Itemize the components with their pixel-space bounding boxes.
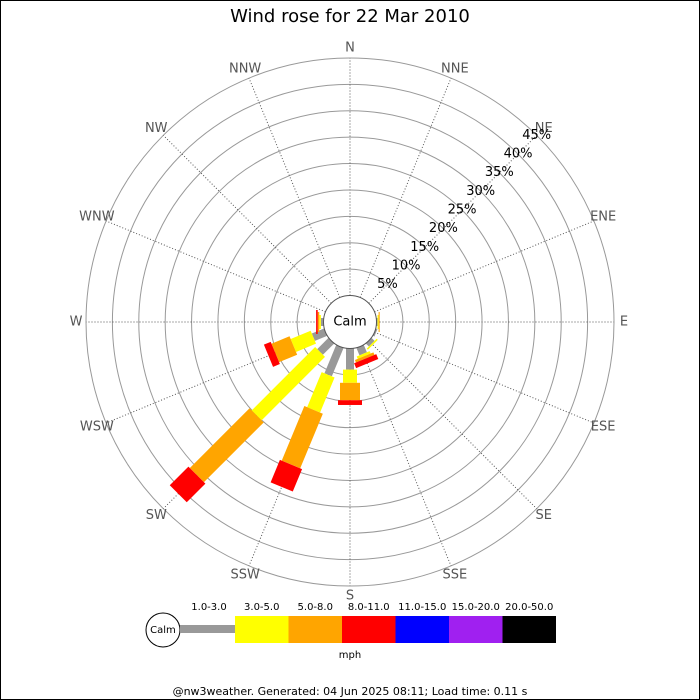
bar-segment [271, 336, 298, 363]
calm-circle [323, 295, 377, 349]
legend-swatch [180, 625, 235, 633]
direction-label: SSE [442, 568, 467, 583]
legend-label: 11.0-15.0 [398, 602, 446, 613]
spoke [374, 220, 595, 313]
bar-segment [281, 406, 323, 469]
chart-title: Wind rose for 22 Mar 2010 [230, 6, 470, 27]
direction-label: NNW [229, 61, 261, 76]
direction-label: SE [536, 508, 552, 523]
grid-ring [138, 110, 562, 534]
direction-label: W [70, 315, 83, 330]
direction-label: WSW [80, 419, 114, 434]
bar-segment [366, 338, 378, 350]
bar-segment [263, 341, 280, 367]
spoke [359, 346, 452, 567]
bar-segment [356, 344, 367, 356]
footer: @nw3weather. Generated: 04 Jun 2025 08:1… [173, 685, 528, 698]
direction-label: WNW [79, 210, 115, 225]
legend-swatch [395, 616, 449, 643]
grid-ring [243, 215, 457, 429]
bar-segment [365, 337, 375, 347]
bar-segment [290, 330, 317, 352]
direction-label: ESE [591, 419, 616, 434]
r-tick-label: 25% [448, 202, 477, 217]
bar-segment [319, 315, 321, 329]
bar-segment [346, 348, 354, 370]
bar-segment [189, 408, 264, 483]
direction-label: NE [535, 121, 553, 136]
bar-segment [251, 346, 326, 421]
legend-swatch [342, 616, 396, 643]
legend-label: 20.0-50.0 [505, 602, 553, 613]
r-tick-label: 15% [410, 240, 439, 255]
r-tick-label: 45% [522, 128, 551, 143]
legend-swatch [502, 616, 556, 643]
bar-segment [343, 369, 357, 383]
legend-swatch [288, 616, 342, 643]
legend-label: 15.0-20.0 [452, 602, 500, 613]
bar-segment [354, 352, 375, 363]
bar-segment [317, 312, 320, 332]
grid-ring [111, 83, 589, 561]
spoke [368, 134, 538, 304]
bar-segment [372, 328, 378, 337]
bar-segment [270, 459, 303, 492]
r-tick-label: 5% [377, 277, 398, 292]
bar-segment [317, 337, 335, 355]
spoke [359, 77, 452, 298]
bar-segment [377, 315, 379, 329]
direction-label: NNE [441, 61, 469, 76]
bar-segment [316, 310, 318, 334]
r-tick-label: 20% [429, 221, 458, 236]
direction-label: N [345, 41, 355, 56]
r-tick-label: 35% [485, 165, 514, 180]
bar-segment [338, 400, 362, 405]
grid-ring [164, 136, 536, 508]
direction-label: S [346, 589, 354, 604]
direction-label: SW [146, 508, 167, 523]
spoke [368, 340, 538, 510]
bar-segment [378, 312, 380, 332]
r-tick-label: 40% [504, 146, 533, 161]
legend-label: 8.0-11.0 [348, 602, 390, 613]
bar-segment [356, 351, 371, 359]
spoke [162, 134, 332, 304]
spoke [374, 331, 595, 424]
grid-ring [191, 163, 509, 481]
r-tick-label: 10% [392, 258, 421, 273]
bar-segment [354, 354, 379, 369]
bar-segment [169, 466, 206, 503]
legend-label: 1.0-3.0 [191, 602, 226, 613]
direction-label: E [620, 315, 628, 330]
bar-segment [324, 344, 344, 377]
direction-label: ENE [590, 210, 616, 225]
direction-label: NW [145, 121, 168, 136]
legend-calm-label: Calm [150, 625, 176, 636]
bar-segment [320, 318, 324, 326]
legend-label: 3.0-5.0 [244, 602, 279, 613]
legend-swatch [449, 616, 503, 643]
bar-segment [311, 328, 328, 341]
legend-swatch [235, 616, 289, 643]
r-tick-label: 30% [466, 184, 495, 199]
bar-segment [307, 372, 335, 413]
legend-unit: mph [339, 650, 361, 661]
calm-label: Calm [333, 315, 366, 330]
bar-segment [340, 382, 360, 401]
spoke [248, 77, 341, 298]
spoke [105, 220, 326, 313]
legend-label: 5.0-8.0 [298, 602, 333, 613]
direction-label: SSW [230, 568, 260, 583]
